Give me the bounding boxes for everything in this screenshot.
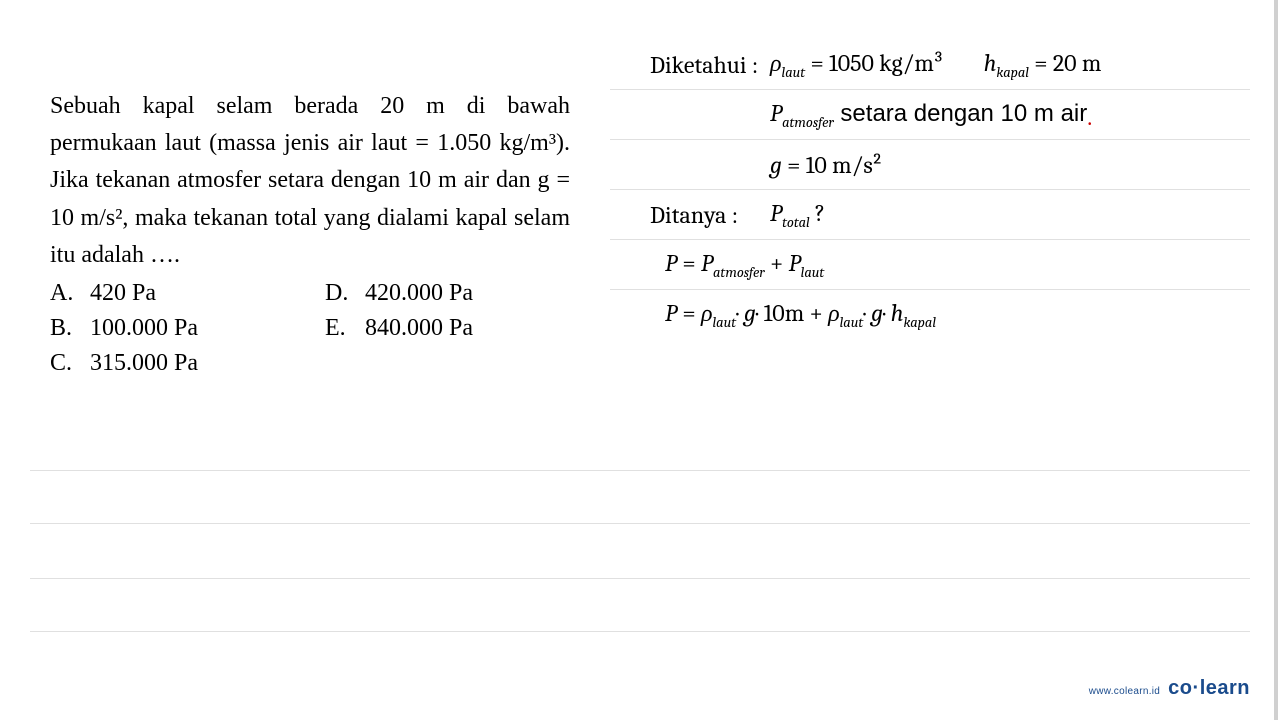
page: Sebuah kapal selam berada 20 m di bawah … (0, 0, 1280, 720)
g-val: 10 m/s² (806, 151, 883, 179)
ditanya-expr: Ptotal ? (770, 199, 825, 231)
solution-line-ditanya: Ditanya : Ptotal ? (610, 190, 1250, 240)
two-column-layout: Sebuah kapal selam berada 20 m di bawah … (50, 40, 1250, 377)
brand-post: learn (1200, 677, 1250, 699)
option-d-value: 420.000 Pa (365, 280, 473, 307)
ruled-line (30, 470, 1250, 471)
option-d-label: D. (325, 280, 351, 307)
solution-line-eq1: P = Patmosfer + Plaut (610, 240, 1250, 290)
p-atm-expr: Patmosfer setara dengan 10 m air. (770, 99, 1092, 131)
ruled-line (30, 578, 1250, 579)
brand-pre: co (1168, 677, 1192, 699)
ruled-line (30, 523, 1250, 524)
option-a-label: A. (50, 280, 76, 307)
option-a: A. 420 Pa (50, 280, 295, 307)
option-a-value: 420 Pa (90, 280, 156, 307)
problem-column: Sebuah kapal selam berada 20 m di bawah … (50, 40, 570, 377)
h-kapal-expr: hkapal = 20 m (984, 49, 1102, 81)
footer: www.colearn.id co·learn (1089, 677, 1250, 700)
p-atm-text: setara dengan 10 m air (834, 100, 1088, 127)
eq2-expr: P = ρlaut· g· 10m + ρlaut· g· hkapal (665, 299, 936, 331)
solution-line-diketahui: Diketahui : ρlaut = 1050 kg/m³ hkapal = … (610, 40, 1250, 90)
scrollbar-track (1274, 0, 1278, 720)
brand-dot: · (1193, 677, 1200, 699)
solution-line-patm: Patmosfer setara dengan 10 m air. (610, 90, 1250, 140)
ruled-line (30, 631, 1250, 632)
solution-column: Diketahui : ρlaut = 1050 kg/m³ hkapal = … (610, 40, 1250, 377)
footer-url: www.colearn.id (1089, 686, 1160, 697)
g-expr: g = 10 m/s² (770, 151, 883, 179)
ditanya-label: Ditanya : (650, 201, 770, 229)
footer-brand: co·learn (1168, 677, 1250, 700)
eq1-expr: P = Patmosfer + Plaut (665, 249, 824, 281)
rho-laut-val: 1050 kg/m³ (829, 49, 944, 77)
ruled-area (30, 330, 1250, 660)
h-kapal-val: 20 m (1053, 49, 1102, 77)
problem-text: Sebuah kapal selam berada 20 m di bawah … (50, 88, 570, 274)
option-d: D. 420.000 Pa (325, 280, 570, 307)
rho-laut-expr: ρlaut = 1050 kg/m³ (770, 49, 944, 81)
solution-line-g: g = 10 m/s² (610, 140, 1250, 190)
diketahui-label: Diketahui : (650, 51, 770, 79)
